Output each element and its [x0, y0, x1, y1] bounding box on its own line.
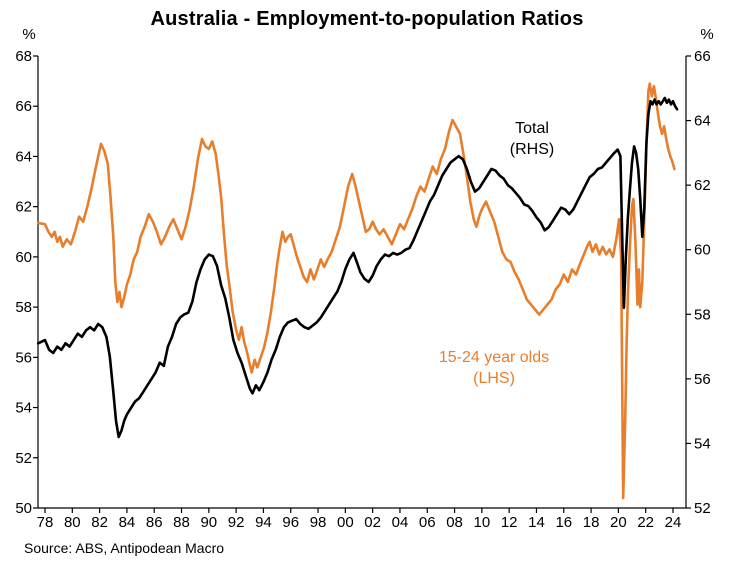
x-axis-tick-label: 00: [337, 514, 354, 531]
x-axis-tick-label: 86: [146, 514, 163, 531]
left-axis-unit-label: %: [22, 26, 36, 43]
left-axis-tick-label: 68: [15, 48, 32, 65]
x-axis-tick-label: 10: [474, 514, 491, 531]
x-axis-tick-label: 80: [64, 514, 81, 531]
x-axis-tick-label: 88: [173, 514, 190, 531]
left-axis-tick-label: 54: [15, 400, 32, 417]
right-axis-unit-label: %: [700, 26, 714, 43]
x-axis-tick-label: 96: [282, 514, 299, 531]
x-axis-tick-label: 82: [91, 514, 108, 531]
x-axis-tick-label: 02: [364, 514, 381, 531]
left-axis-tick-label: 64: [15, 148, 32, 165]
x-axis-tick-label: 22: [637, 514, 654, 531]
right-axis-tick-label: 64: [694, 113, 711, 130]
x-axis-tick-label: 04: [392, 514, 409, 531]
right-axis-tick-label: 56: [694, 371, 711, 388]
right-axis-tick-label: 54: [694, 435, 711, 452]
x-axis-tick-label: 08: [446, 514, 463, 531]
x-axis-tick-label: 94: [255, 514, 272, 531]
left-axis-tick-label: 52: [15, 450, 32, 467]
right-axis-tick-label: 66: [694, 48, 711, 65]
right-axis-tick-label: 60: [694, 242, 711, 259]
x-axis-tick-label: 78: [37, 514, 54, 531]
series-annotation-total: (RHS): [510, 141, 554, 158]
x-axis-tick-label: 92: [228, 514, 245, 531]
series-annotation-15-24-year-olds: (LHS): [473, 370, 515, 387]
x-axis-tick-label: 84: [119, 514, 136, 531]
chart-title: Australia - Employment-to-population Rat…: [150, 8, 584, 30]
x-axis-tick-label: 06: [419, 514, 436, 531]
left-axis-tick-label: 56: [15, 349, 32, 366]
x-axis-tick-label: 24: [665, 514, 682, 531]
left-axis-tick-label: 66: [15, 98, 32, 115]
left-axis-tick-label: 58: [15, 299, 32, 316]
right-axis-tick-label: 58: [694, 306, 711, 323]
x-axis-tick-label: 16: [555, 514, 572, 531]
x-axis-tick-label: 90: [200, 514, 217, 531]
series-annotation-total: Total: [515, 120, 549, 137]
series-line-total: [36, 96, 679, 439]
source-note: Source: ABS, Antipodean Macro: [24, 540, 225, 556]
right-axis-tick-label: 52: [694, 500, 711, 517]
x-axis-tick-label: 14: [528, 514, 545, 531]
series-line-15-24-year-olds: [36, 82, 676, 500]
x-axis-tick-label: 98: [310, 514, 327, 531]
left-axis-tick-label: 60: [15, 249, 32, 266]
x-axis-tick-label: 12: [501, 514, 518, 531]
x-axis-tick-label: 18: [583, 514, 600, 531]
series-annotation-15-24-year-olds: 15-24 year olds: [439, 349, 549, 366]
left-axis-tick-label: 62: [15, 199, 32, 216]
right-axis-tick-label: 62: [694, 177, 711, 194]
x-axis-tick-label: 20: [610, 514, 627, 531]
left-axis-tick-label: 50: [15, 500, 32, 517]
